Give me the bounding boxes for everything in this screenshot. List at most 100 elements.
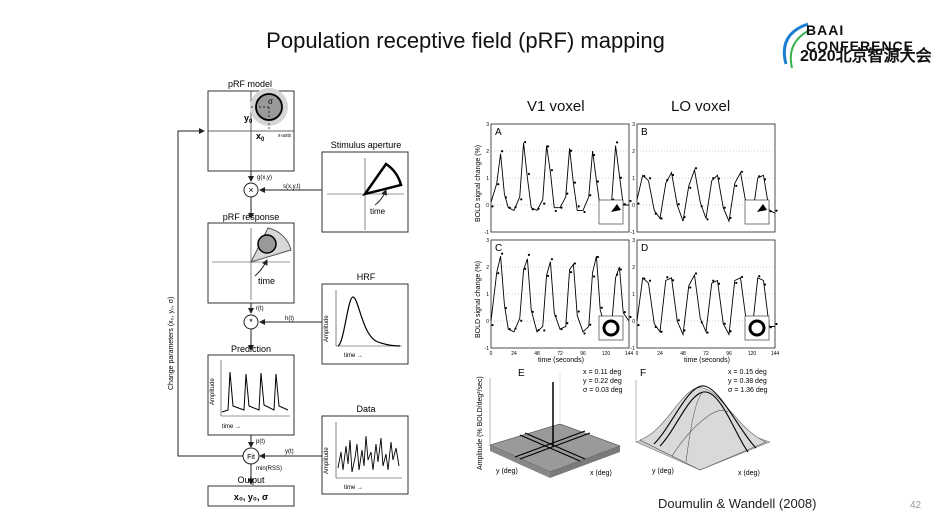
data-point [508,206,511,209]
xtick-label: 48 [534,351,540,357]
rt-label: r(t) [256,306,264,312]
ytick-label: 2 [632,265,635,271]
panel-e-surface [489,372,621,478]
data-point [712,177,715,180]
ytick-label: 0 [486,203,489,209]
prediction-box [207,354,295,436]
data-point [583,332,586,335]
data-point [769,326,772,329]
v1-voxel-title: V1 voxel [527,98,585,115]
stimulus-inset [744,315,770,341]
data-point [615,141,619,144]
data-point [566,322,569,325]
ytick-label: -1 [485,346,490,352]
data-point [648,279,652,282]
ytick-label: 1 [632,292,635,298]
ytick-label: -1 [631,346,636,352]
data-point [615,273,619,276]
data-box [321,415,409,495]
data-point [573,181,577,184]
data-point [543,329,546,332]
f-param-x: x = 0.15 deg [728,369,767,376]
data-point [546,145,550,148]
xtick-label: 144 [771,351,780,357]
data-point [527,172,531,176]
data-point [566,192,569,195]
data-point [689,186,692,189]
data-point [589,194,592,197]
xlabel-c: time (seconds) [538,357,584,364]
xtick-label: 0 [490,351,493,357]
data-point [706,218,709,221]
ytick-label: 0 [486,319,489,325]
panel-a-fit-line [490,142,629,212]
panel-b-frame [636,123,776,233]
data-point [660,330,663,333]
ylabel-bottom: Amplitude (% BOLD/deg²/sec) [477,376,484,470]
data-label: Data [356,404,375,414]
xtick-label: 24 [657,351,663,357]
prediction-time-label: time → [222,424,241,430]
data-point [775,322,778,326]
data-point [537,207,540,210]
yt-label: y(t) [285,449,294,455]
data-point [712,279,715,282]
hrf-box [321,283,409,365]
data-point [735,184,738,187]
hrf-curve [337,296,401,347]
data-point [500,150,504,153]
data-point [596,255,600,259]
data-point [589,323,592,326]
data-point [504,306,508,310]
data-point [637,323,640,327]
data-point [637,202,640,205]
prf-flow-diagram: pRF model y0 x0 σ x-axis g(x,y) × s(x,y,… [168,79,409,507]
panel-c-frame [490,239,630,349]
xtick-label: 96 [580,351,586,357]
data-amplitude-label: Amplitude [324,447,330,474]
xtick-label: 72 [703,351,709,357]
data-point [569,149,573,152]
ytick-label: 0 [632,203,635,209]
wedge-stimulus-icon [757,204,767,212]
data-point [763,283,767,286]
data-point [623,203,626,206]
data-point [666,276,669,279]
output-box [207,485,295,507]
gxy-label: g(x,y) [257,175,272,181]
data-point [619,176,623,179]
sigma-label: σ [268,97,273,106]
data-point [543,202,546,205]
data-point [537,329,540,332]
xtick-label: 72 [557,351,563,357]
data-point [520,198,523,201]
ytick-label: 3 [632,238,635,244]
data-point [592,275,596,278]
e-param-x: x = 0.11 deg [583,369,621,376]
data-point [769,210,772,213]
data-point [752,332,755,335]
ring-stimulus-icon [602,319,620,337]
feedback-loop-arrow [177,128,243,457]
data-point [554,209,557,213]
xtick-label: 0 [636,351,639,357]
wedge-stimulus-icon [611,204,621,212]
data-point [573,262,577,265]
sxyt-label: s(x,y,t) [283,184,301,190]
ytick-label: 2 [632,149,635,155]
data-point [497,183,500,186]
xlabel-d: time (seconds) [684,357,730,364]
data-point [508,328,511,331]
slide-title: Population receptive field (pRF) mapping [266,28,665,53]
lo-voxel-title: LO voxel [671,98,731,115]
data-point [554,315,557,318]
e-param-y: y = 0.22 deg [583,378,622,385]
data-point [706,331,709,334]
prediction-curve [221,371,289,413]
data-point [677,319,680,322]
xtick-label: 48 [680,351,686,357]
data-point [491,323,494,327]
data-point [569,271,573,274]
data-point [619,268,623,271]
x0-label: x0 [256,131,265,143]
